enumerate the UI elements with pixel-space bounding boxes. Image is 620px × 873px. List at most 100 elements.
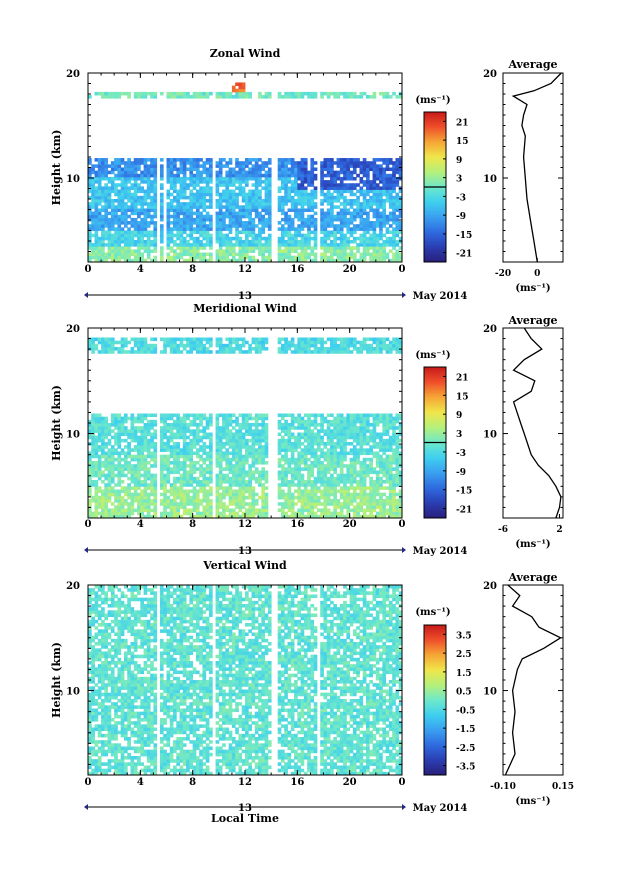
heatmap-cell — [277, 236, 282, 241]
heatmap-cell — [169, 164, 174, 168]
heatmap-cell — [398, 189, 403, 194]
heatmap-cell — [173, 448, 177, 452]
heatmap-cell — [241, 483, 246, 487]
heatmap-cell — [140, 95, 144, 99]
heatmap-cell — [140, 473, 144, 478]
heatmap-cell — [248, 202, 252, 206]
heatmap-cell — [349, 158, 354, 162]
heatmap-cell — [169, 467, 174, 471]
heatmap-cell — [277, 347, 282, 351]
heatmap-cell — [313, 480, 318, 484]
heatmap-cell — [372, 95, 377, 99]
heatmap-cell — [297, 451, 301, 456]
heatmap-cell — [130, 205, 135, 209]
heatmap-cell — [189, 511, 194, 516]
heatmap-cell — [153, 208, 158, 212]
heatmap-cell — [251, 461, 256, 465]
heatmap-cell — [104, 161, 109, 165]
heatmap-cell — [385, 164, 390, 168]
heatmap-cell — [369, 255, 373, 260]
heatmap-cell — [133, 233, 138, 238]
heatmap-cell — [231, 88, 236, 93]
heatmap-cell — [280, 464, 285, 468]
heatmap-cell — [120, 486, 125, 490]
heatmap-cell — [104, 233, 109, 238]
heatmap-cell — [195, 492, 200, 497]
heatmap-cell — [258, 243, 262, 247]
heatmap-cell — [127, 464, 131, 468]
heatmap-cell — [97, 426, 102, 430]
heatmap-cell — [88, 255, 92, 260]
heatmap-cell — [146, 230, 151, 235]
heatmap-cell — [307, 445, 311, 449]
heatmap-cell — [137, 158, 141, 162]
heatmap-cells — [88, 82, 403, 263]
heatmap-cell — [137, 495, 141, 500]
heatmap-cell — [173, 217, 177, 222]
heatmap-cell — [330, 233, 334, 238]
heatmap-cell — [192, 192, 197, 197]
heatmap-cell — [169, 180, 174, 184]
heatmap-cell — [385, 243, 390, 247]
heatmap-cell — [352, 224, 357, 228]
heatmap-cell — [307, 192, 311, 197]
heatmap-cell — [130, 350, 135, 354]
heatmap-cell — [140, 252, 144, 257]
heatmap-cell — [104, 499, 109, 503]
heatmap-cell — [133, 470, 138, 475]
colorbar-tick-label: 21 — [456, 118, 469, 128]
heatmap-cell — [395, 221, 400, 225]
heatmap-cell — [173, 347, 177, 351]
heatmap-cell — [123, 461, 128, 465]
heatmap-cell — [294, 230, 298, 235]
heatmap-cell — [287, 499, 292, 503]
heatmap-cell — [114, 514, 118, 519]
heatmap-cell — [248, 189, 252, 194]
heatmap-cell — [258, 495, 262, 500]
heatmap-cell — [382, 186, 387, 190]
colorbar-swatch — [424, 151, 446, 155]
heatmap-cell — [251, 230, 256, 235]
heatmap-cell — [215, 442, 220, 446]
heatmap-cell — [104, 189, 109, 194]
heatmap-cell — [91, 423, 95, 427]
heatmap-cell — [140, 464, 144, 468]
heatmap-cell — [320, 243, 324, 247]
heatmap-cell — [264, 180, 269, 184]
heatmap-cell — [179, 192, 184, 197]
heatmap-cell — [346, 164, 351, 168]
heatmap-cell — [323, 227, 328, 231]
heatmap-cell — [163, 429, 167, 433]
heatmap-cell — [166, 95, 171, 99]
heatmap-cell — [97, 419, 102, 424]
heatmap-cell — [254, 208, 259, 212]
heatmap-cell — [195, 227, 200, 231]
heatmap-cell — [182, 95, 187, 99]
heatmap-cell — [189, 170, 194, 175]
heatmap-cell — [130, 186, 135, 190]
heatmap-cell — [195, 435, 200, 440]
heatmap-cell — [241, 91, 246, 96]
heatmap-cell — [202, 514, 207, 519]
heatmap-cell — [94, 202, 99, 206]
heatmap-cell — [231, 473, 236, 478]
heatmap-cell — [101, 499, 105, 503]
heatmap-cell — [284, 413, 288, 418]
heatmap-cell — [280, 243, 285, 247]
heatmap-cell — [163, 454, 167, 459]
heatmap-cell — [235, 442, 239, 446]
heatmap-cell — [258, 442, 262, 446]
heatmap-cell — [333, 214, 337, 219]
heatmap-cell — [146, 214, 151, 219]
heatmap-cell — [159, 511, 164, 516]
heatmap-cell — [140, 180, 144, 184]
heatmap-cell — [251, 224, 256, 228]
heatmap-cell — [91, 202, 95, 206]
heatmap-cell — [209, 467, 213, 471]
heatmap-cell — [330, 230, 334, 235]
heatmap-cell — [225, 419, 230, 424]
heatmap-cell — [173, 480, 177, 484]
heatmap-cell — [209, 258, 213, 263]
heatmap-cell — [150, 202, 154, 206]
heatmap-cell — [189, 180, 194, 184]
